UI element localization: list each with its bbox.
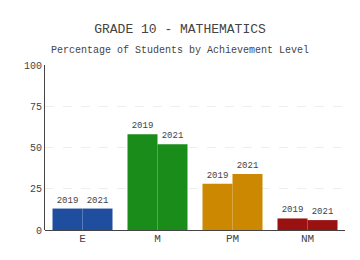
svg-text:2021: 2021	[162, 131, 184, 141]
svg-text:GRADE 10 - MATHEMATICS: GRADE 10 - MATHEMATICS	[94, 22, 266, 37]
svg-text:2021: 2021	[87, 196, 109, 206]
svg-text:E: E	[79, 233, 86, 245]
svg-text:100: 100	[24, 61, 42, 72]
svg-text:Percentage of Students by Achi: Percentage of Students by Achievement Le…	[51, 45, 309, 56]
svg-text:M: M	[154, 233, 161, 245]
svg-text:2019: 2019	[282, 205, 304, 215]
svg-text:75: 75	[30, 102, 42, 113]
svg-text:50: 50	[30, 143, 42, 154]
svg-text:2021: 2021	[312, 207, 334, 217]
svg-text:25: 25	[30, 184, 42, 195]
svg-text:NM: NM	[301, 233, 314, 245]
svg-text:0: 0	[36, 226, 42, 237]
svg-text:2019: 2019	[57, 196, 79, 206]
svg-text:2019: 2019	[132, 121, 154, 131]
svg-text:PM: PM	[226, 233, 239, 245]
svg-text:2021: 2021	[237, 161, 259, 171]
svg-text:2019: 2019	[207, 171, 229, 181]
